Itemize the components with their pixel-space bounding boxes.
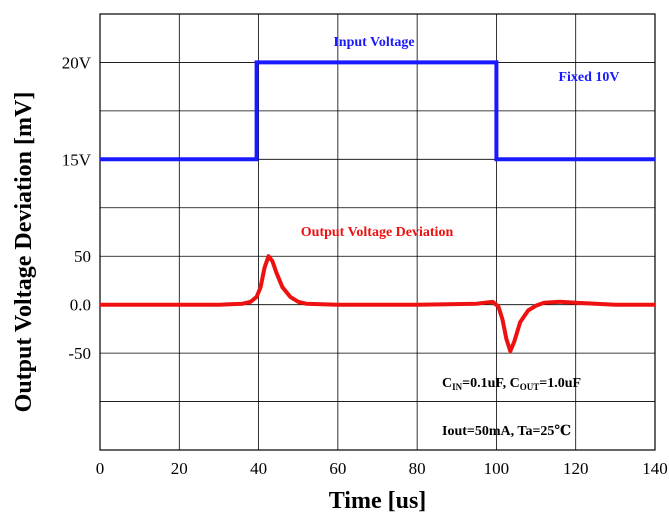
cap-mid: =0.1uF, C <box>462 376 520 391</box>
series <box>100 60 655 354</box>
output-deviation-series-line <box>100 254 655 354</box>
x-tick-label: 100 <box>484 459 510 478</box>
y-tick-label-output-pos: 50 <box>74 247 91 266</box>
cap-end: =1.0uF <box>539 376 581 391</box>
fixed-voltage-label: Fixed 10V <box>558 70 619 85</box>
x-tick-label: 60 <box>329 459 346 478</box>
y-tick-label-input-upper: 20V <box>62 53 92 72</box>
x-tick-label: 80 <box>409 459 426 478</box>
conditions-annotation: Iout=50mA, Ta=25℃ <box>442 424 571 439</box>
input-voltage-series-line <box>100 60 655 162</box>
capacitor-annotation: CIN=0.1uF, COUT=1.0uF <box>442 376 581 392</box>
y-tick-label-output-zero: 0.0 <box>70 296 91 315</box>
y-axis-title: Output Voltage Deviation [mV] <box>11 92 37 413</box>
x-tick-label: 40 <box>250 459 267 478</box>
x-tick-label: 120 <box>563 459 589 478</box>
output-deviation-label: Output Voltage Deviation <box>301 225 454 240</box>
y-tick-label-input-lower: 15V <box>62 150 92 169</box>
x-tick-label: 20 <box>171 459 188 478</box>
cap-in-subscript: IN <box>452 382 463 392</box>
x-tick-labels: 0 20 40 60 80 100 120 140 <box>96 459 668 478</box>
input-voltage-label: Input Voltage <box>333 35 414 50</box>
x-axis-title: Time [us] <box>329 488 427 514</box>
cap-c1: C <box>442 376 452 391</box>
x-tick-label: 140 <box>642 459 668 478</box>
cap-out-subscript: OUT <box>520 382 540 392</box>
plot-frame <box>99 13 656 451</box>
x-tick-label: 0 <box>96 459 105 478</box>
y-tick-label-output-neg: -50 <box>68 344 91 363</box>
